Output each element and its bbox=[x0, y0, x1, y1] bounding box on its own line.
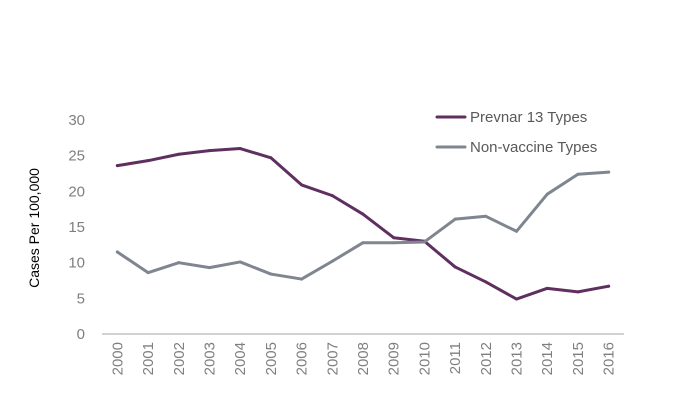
data-point bbox=[361, 212, 365, 216]
x-tick-label: 2014 bbox=[539, 342, 556, 375]
y-tick-label: 20 bbox=[68, 183, 85, 200]
data-point bbox=[484, 280, 488, 284]
y-tick-label: 10 bbox=[68, 255, 85, 272]
data-point bbox=[177, 152, 181, 156]
x-tick-label: 2003 bbox=[201, 342, 218, 375]
data-point bbox=[392, 236, 396, 240]
data-point bbox=[576, 290, 580, 294]
series-line-prevnar-13 bbox=[115, 147, 611, 301]
data-point bbox=[146, 159, 150, 163]
y-tick-label: 25 bbox=[68, 148, 85, 165]
series-line-non-vaccine bbox=[115, 170, 611, 281]
data-point bbox=[515, 297, 519, 301]
data-point bbox=[115, 164, 119, 168]
data-point bbox=[515, 229, 519, 233]
data-point bbox=[207, 266, 211, 270]
y-axis-title: Cases Per 100,000 bbox=[26, 168, 42, 288]
data-point bbox=[607, 170, 611, 174]
legend-label: Non-vaccine Types bbox=[470, 139, 597, 156]
data-point bbox=[177, 261, 181, 265]
data-point bbox=[361, 241, 365, 245]
data-point bbox=[269, 156, 273, 160]
data-point bbox=[422, 240, 426, 244]
x-tick-label: 2002 bbox=[171, 342, 188, 375]
legend: Prevnar 13 Types Non-vaccine Types bbox=[435, 109, 597, 156]
x-tick-label: 2015 bbox=[570, 342, 587, 375]
data-point bbox=[607, 284, 611, 288]
data-point bbox=[207, 149, 211, 153]
data-point bbox=[146, 271, 150, 275]
x-tick-label: 2016 bbox=[601, 342, 618, 375]
data-point bbox=[269, 272, 273, 276]
x-tick-label: 2006 bbox=[294, 342, 311, 375]
data-point bbox=[392, 241, 396, 245]
x-tick-label: 2009 bbox=[386, 342, 403, 375]
legend-label: Prevnar 13 Types bbox=[470, 109, 587, 126]
y-tick-label: 30 bbox=[68, 112, 85, 129]
y-tick-label: 0 bbox=[77, 326, 85, 343]
x-tick-label: 2005 bbox=[263, 342, 280, 375]
data-point bbox=[453, 217, 457, 221]
x-tick-label: 2008 bbox=[355, 342, 372, 375]
data-point bbox=[330, 259, 334, 263]
data-point bbox=[300, 183, 304, 187]
x-tick-label: 2000 bbox=[109, 342, 126, 375]
x-tick-label: 2013 bbox=[509, 342, 526, 375]
data-point bbox=[576, 172, 580, 176]
data-point bbox=[484, 214, 488, 218]
data-point bbox=[545, 192, 549, 196]
x-tick-label: 2004 bbox=[232, 342, 249, 375]
data-point bbox=[453, 265, 457, 269]
data-point bbox=[238, 260, 242, 264]
data-point bbox=[330, 194, 334, 198]
x-tick-label: 2010 bbox=[416, 342, 433, 375]
y-tick-label: 5 bbox=[77, 290, 85, 307]
data-point bbox=[545, 286, 549, 290]
x-tick-label: 2012 bbox=[478, 342, 495, 375]
data-point bbox=[115, 250, 119, 254]
x-axis-ticks: 2000 2001 2002 2003 2004 2005 2006 2007 2008 2009… bbox=[109, 342, 617, 375]
series-layer bbox=[115, 147, 611, 301]
data-point bbox=[300, 277, 304, 281]
data-point bbox=[238, 147, 242, 151]
y-axis-ticks: 0 5 10 15 20 25 30 bbox=[68, 112, 85, 343]
y-tick-label: 15 bbox=[68, 219, 85, 236]
x-tick-label: 2001 bbox=[140, 342, 157, 375]
x-tick-label: 2011 bbox=[447, 342, 464, 374]
x-tick-label: 2007 bbox=[324, 342, 341, 375]
